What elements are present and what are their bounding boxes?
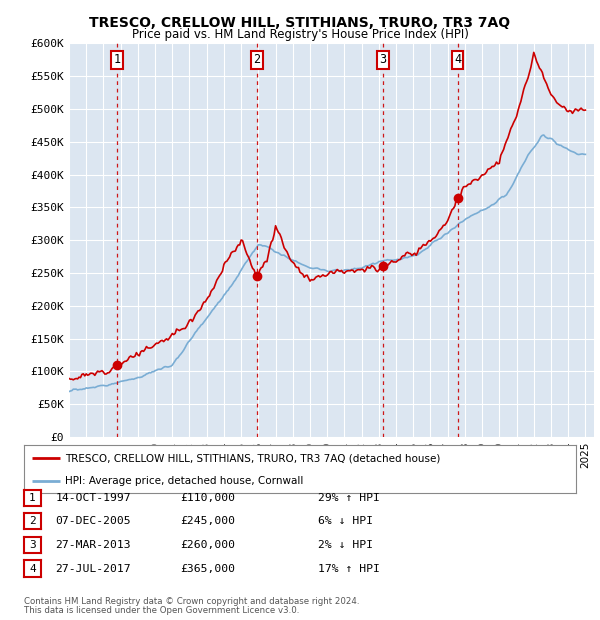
Text: £245,000: £245,000 [180, 516, 235, 526]
Text: 1: 1 [29, 493, 36, 503]
Text: 1: 1 [113, 53, 121, 66]
Text: Price paid vs. HM Land Registry's House Price Index (HPI): Price paid vs. HM Land Registry's House … [131, 28, 469, 41]
Text: 17% ↑ HPI: 17% ↑ HPI [318, 564, 380, 574]
Text: 27-MAR-2013: 27-MAR-2013 [55, 540, 131, 550]
Text: 07-DEC-2005: 07-DEC-2005 [55, 516, 131, 526]
Text: TRESCO, CRELLOW HILL, STITHIANS, TRURO, TR3 7AQ (detached house): TRESCO, CRELLOW HILL, STITHIANS, TRURO, … [65, 453, 441, 463]
Text: 2% ↓ HPI: 2% ↓ HPI [318, 540, 373, 550]
Text: Contains HM Land Registry data © Crown copyright and database right 2024.: Contains HM Land Registry data © Crown c… [24, 597, 359, 606]
Text: 27-JUL-2017: 27-JUL-2017 [55, 564, 131, 574]
Text: 4: 4 [454, 53, 461, 66]
Text: 14-OCT-1997: 14-OCT-1997 [55, 493, 131, 503]
Text: 3: 3 [29, 540, 36, 550]
Text: TRESCO, CRELLOW HILL, STITHIANS, TRURO, TR3 7AQ: TRESCO, CRELLOW HILL, STITHIANS, TRURO, … [89, 16, 511, 30]
Text: 29% ↑ HPI: 29% ↑ HPI [318, 493, 380, 503]
Text: 2: 2 [29, 516, 36, 526]
Text: £260,000: £260,000 [180, 540, 235, 550]
Text: £365,000: £365,000 [180, 564, 235, 574]
Text: 3: 3 [379, 53, 386, 66]
Text: HPI: Average price, detached house, Cornwall: HPI: Average price, detached house, Corn… [65, 476, 304, 486]
Text: 4: 4 [29, 564, 36, 574]
Text: This data is licensed under the Open Government Licence v3.0.: This data is licensed under the Open Gov… [24, 606, 299, 615]
Text: 2: 2 [254, 53, 261, 66]
Text: 6% ↓ HPI: 6% ↓ HPI [318, 516, 373, 526]
Text: £110,000: £110,000 [180, 493, 235, 503]
